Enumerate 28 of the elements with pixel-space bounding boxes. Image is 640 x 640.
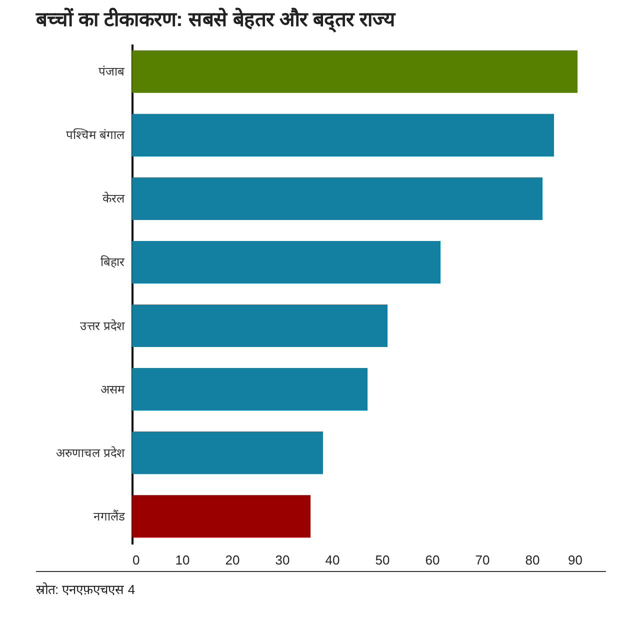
y-tick-label: नगालैंड <box>94 509 126 524</box>
x-tick-label: 20 <box>225 552 240 568</box>
bar <box>132 114 554 156</box>
chart-title: बच्चों का टीकाकरण: सबसे बेहतर और बद्तर राज्य <box>35 7 397 33</box>
x-tick-label: 30 <box>275 552 290 568</box>
bar <box>132 50 578 93</box>
x-tick-label: 0 <box>132 552 140 568</box>
x-tick-label: 60 <box>425 552 440 568</box>
y-tick-label: पंजाब <box>98 64 126 79</box>
x-tick-label: 90 <box>568 552 582 568</box>
bar <box>132 432 323 474</box>
bar <box>132 304 388 348</box>
bar <box>132 240 440 284</box>
bar <box>132 495 310 538</box>
y-tick-label: बिहार <box>100 255 126 270</box>
bar <box>132 368 368 411</box>
y-tick-label: असम <box>100 382 126 396</box>
x-tick-label: 10 <box>175 552 190 568</box>
x-tick-label: 80 <box>525 552 540 568</box>
x-tick-label: 70 <box>475 552 490 568</box>
text: स्रोत: एनएफ़एचएस 4 <box>36 571 606 598</box>
y-tick-label: केरल <box>102 192 126 206</box>
y-tick-label: पश्चिम बंगाल <box>66 128 126 142</box>
x-tick-label: 50 <box>375 552 390 568</box>
bar <box>132 177 542 220</box>
y-tick-label: उत्तर प्रदेश <box>80 318 126 333</box>
y-tick-label: अरुणाचल प्रदेश <box>56 446 126 460</box>
x-tick-label: 40 <box>325 552 340 568</box>
